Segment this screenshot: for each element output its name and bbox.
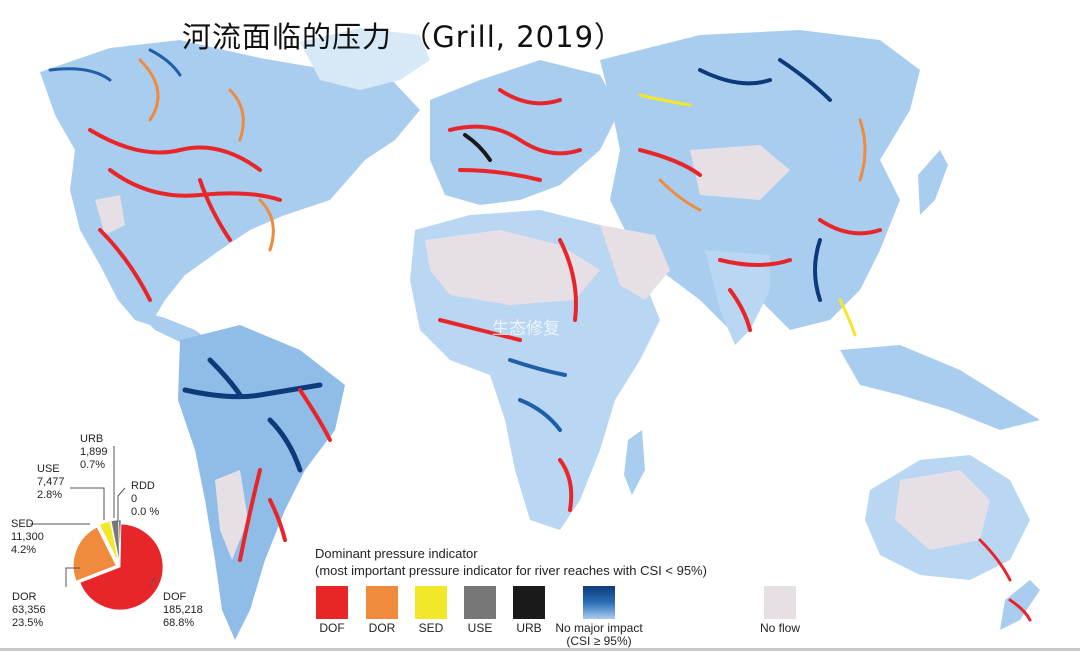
pie-label-urb-percent: 0.7%: [80, 459, 106, 471]
legend-title: Dominant pressure indicator (most import…: [315, 545, 707, 579]
pressure-pie-chart: [72, 519, 164, 611]
arabia-no-flow: [600, 225, 670, 300]
pie-label-rdd-count: 0: [131, 493, 138, 505]
legend-item-use: USE: [464, 586, 496, 635]
japan-landmass: [918, 150, 948, 215]
pie-label-dor: DOR 63,356 23.5%: [12, 591, 46, 630]
legend-label-no-major-impact: No major impact (CSI ≥ 95%): [553, 622, 645, 648]
legend-label-dof: DOF: [319, 621, 345, 635]
bottom-border: [0, 648, 1080, 651]
legend-label-urb: URB: [516, 621, 542, 635]
legend-item-no-flow: No flow: [760, 586, 800, 635]
river-networks: [48, 48, 1032, 622]
legend-title-line2: (most important pressure indicator for r…: [315, 563, 707, 578]
legend-item-no-major-impact: No major impact (CSI ≥ 95%): [555, 586, 643, 648]
pie-label-use: USE 7,477 2.8%: [37, 463, 65, 502]
leader-use: [70, 487, 105, 520]
north-america-landmass: [40, 40, 420, 325]
pie-label-urb: URB 1,899 0.7%: [80, 433, 108, 472]
pie-slice-use: [110, 519, 120, 564]
south-america-landmass: [178, 325, 345, 640]
river-nmi-na: [48, 48, 182, 82]
na-west-no-flow: [95, 195, 125, 235]
legend-label-no-major-impact-line1: No major impact: [555, 621, 643, 635]
south-america-no-flow: [215, 470, 248, 560]
pie-label-dof-count: 185,218: [163, 604, 203, 616]
legend-label-dor: DOR: [368, 621, 396, 635]
legend-swatch-sed: [415, 586, 447, 619]
southeast-asia-islands: [840, 345, 1040, 430]
greenland-landmass: [300, 28, 430, 90]
leader-rdd: [117, 487, 126, 522]
legend-label-no-major-impact-line2: (CSI ≥ 95%): [566, 634, 632, 648]
pie-label-use-percent: 2.8%: [37, 489, 63, 501]
legend-label-use: USE: [467, 621, 493, 635]
no-flow-areas: [95, 145, 990, 560]
river-dor-asia: [658, 118, 867, 212]
pie-label-rdd-name: RDD: [131, 480, 155, 492]
pie-label-dof: DOF 185,218 68.8%: [163, 591, 203, 630]
river-dof-na: [88, 128, 282, 302]
legend-item-dor: DOR: [366, 586, 398, 635]
legend-swatch-use: [464, 586, 496, 619]
pie-label-sed-percent: 4.2%: [11, 544, 37, 556]
leader-dor: [65, 567, 80, 587]
river-dor-na: [138, 58, 275, 252]
river-dof-africa: [438, 238, 578, 512]
pie-label-sed-name: SED: [11, 518, 34, 530]
legend-title-line1: Dominant pressure indicator: [315, 546, 478, 561]
river-dof-sa: [238, 388, 332, 562]
river-nmi-africa: [508, 358, 567, 432]
legend-swatch-no-major-impact: [583, 586, 615, 619]
legend-item-sed: SED: [415, 586, 447, 635]
river-nmi-amazon: [182, 357, 323, 473]
pie-label-dof-name: DOF: [163, 591, 187, 603]
legend-label-no-flow: No flow: [759, 621, 800, 635]
pie-slice-sed: [98, 520, 120, 564]
legend-swatch-urb: [513, 586, 545, 619]
pie-label-dor-name: DOR: [12, 591, 37, 603]
madagascar-landmass: [624, 430, 645, 495]
pie-label-rdd: RDD 0 0.0 %: [131, 480, 159, 519]
river-sed-asia: [638, 93, 857, 337]
pie-leader-lines: [30, 446, 156, 587]
leader-dof: [149, 577, 156, 587]
legend-swatch-dof: [316, 586, 348, 619]
legend-label-sed: SED: [418, 621, 444, 635]
sahara-no-flow: [425, 230, 600, 305]
watermark-text: 生态修复: [492, 319, 560, 339]
pie-label-sed: SED 11,300 4.2%: [11, 518, 44, 557]
new-zealand-landmass: [1000, 580, 1040, 630]
pie-label-use-count: 7,477: [37, 476, 65, 488]
pie-slice-dof: [79, 523, 164, 611]
pie-label-sed-count: 11,300: [11, 531, 44, 543]
australia-no-flow: [895, 470, 990, 550]
pie-label-urb-count: 1,899: [80, 446, 108, 458]
europe-landmass: [430, 60, 620, 205]
pie-slice-rdd: [119, 524, 122, 568]
legend-swatch-no-flow: [764, 586, 796, 619]
pie-slice-urb: [118, 519, 122, 564]
river-dof-australia: [978, 538, 1032, 622]
pie-label-rdd-percent: 0.0 %: [131, 506, 160, 518]
pie-label-use-name: USE: [37, 463, 60, 475]
pie-label-dof-percent: 68.8%: [163, 617, 195, 629]
legend-item-dof: DOF: [316, 586, 348, 635]
river-dof-asia: [638, 148, 882, 332]
pie-slice-dor: [72, 526, 117, 582]
legend-swatch-dor: [366, 586, 398, 619]
legend-item-urb: URB: [513, 586, 545, 635]
river-nmi-asia: [698, 58, 832, 302]
pie-label-dor-percent: 23.5%: [12, 617, 44, 629]
river-dof-europe: [448, 88, 582, 182]
river-urb-europe: [463, 133, 492, 162]
pie-label-urb-name: URB: [80, 433, 104, 445]
map-title: 河流面临的压力 （Grill, 2019）: [182, 20, 625, 54]
pie-label-dor-count: 63,356: [12, 604, 46, 616]
central-asia-no-flow: [690, 145, 790, 200]
